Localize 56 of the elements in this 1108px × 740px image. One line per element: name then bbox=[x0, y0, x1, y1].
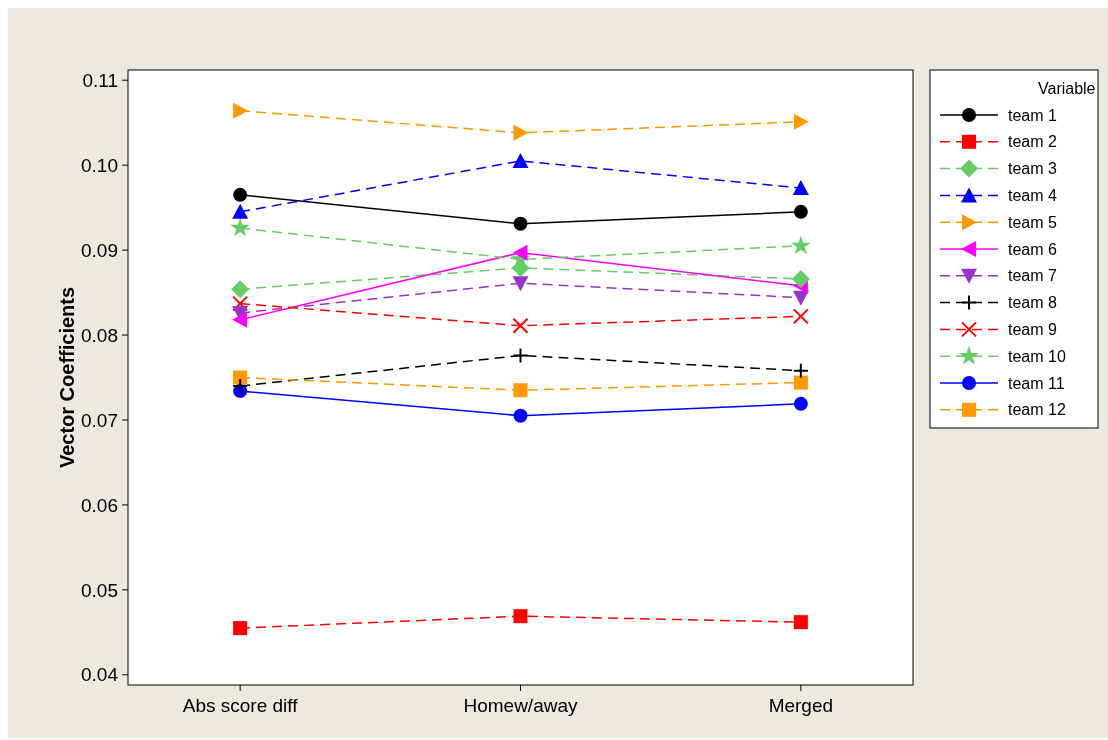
y-tick-label: 0.09 bbox=[81, 239, 118, 261]
point bbox=[513, 408, 528, 423]
point bbox=[231, 280, 250, 299]
y-tick-label: 0.05 bbox=[81, 579, 118, 601]
legend-label: team 7 bbox=[1008, 267, 1058, 285]
point bbox=[232, 377, 249, 394]
legend-label: team 2 bbox=[1008, 133, 1058, 151]
x-tick-label: Homew/away bbox=[463, 695, 579, 716]
legend-label: team 11 bbox=[1008, 374, 1065, 392]
y-tick-label: 0.07 bbox=[81, 409, 118, 431]
point bbox=[792, 180, 809, 196]
point bbox=[793, 113, 809, 130]
y-tick-label: 0.10 bbox=[81, 154, 118, 176]
legend-label: team 8 bbox=[1008, 294, 1058, 312]
point bbox=[233, 102, 249, 119]
point bbox=[793, 615, 808, 630]
legend-label: team 4 bbox=[1008, 187, 1058, 204]
y-axis-title: Vector Coefficients bbox=[56, 286, 78, 469]
x-tick-label: Abs score diff bbox=[182, 695, 299, 716]
point bbox=[232, 311, 248, 328]
y-tick-label: 0.04 bbox=[81, 664, 119, 686]
legend-label: team 12 bbox=[1008, 401, 1066, 419]
y-tick-label: 0.06 bbox=[81, 494, 118, 516]
point bbox=[793, 396, 808, 411]
point bbox=[512, 347, 529, 364]
point bbox=[233, 370, 248, 385]
legend-title: Variable bbox=[1038, 80, 1096, 97]
legend-label: team 9 bbox=[1008, 321, 1058, 338]
point bbox=[791, 269, 810, 288]
point bbox=[792, 290, 809, 306]
point bbox=[512, 276, 529, 292]
legend-label: team 3 bbox=[1008, 160, 1058, 178]
point bbox=[792, 362, 809, 379]
point bbox=[512, 244, 528, 261]
y-tick-label: 0.08 bbox=[81, 324, 118, 346]
y-tick-label: 0.11 bbox=[82, 69, 118, 91]
point bbox=[793, 204, 808, 219]
point bbox=[512, 152, 529, 168]
legend-label: team 6 bbox=[1008, 240, 1058, 258]
point bbox=[513, 216, 528, 231]
point bbox=[233, 187, 248, 202]
point bbox=[233, 621, 248, 636]
point bbox=[230, 217, 250, 237]
point bbox=[512, 317, 529, 334]
point bbox=[793, 375, 808, 390]
point bbox=[513, 383, 528, 398]
legend-label: team 1 bbox=[1008, 106, 1058, 124]
x-tick-label: Merged bbox=[768, 695, 834, 716]
point bbox=[792, 308, 809, 325]
point bbox=[791, 235, 811, 255]
point bbox=[232, 295, 249, 312]
point bbox=[232, 203, 249, 219]
point bbox=[513, 609, 528, 624]
legend-label: team 5 bbox=[1008, 213, 1058, 231]
legend-label: team 10 bbox=[1008, 347, 1066, 365]
point bbox=[513, 124, 529, 141]
